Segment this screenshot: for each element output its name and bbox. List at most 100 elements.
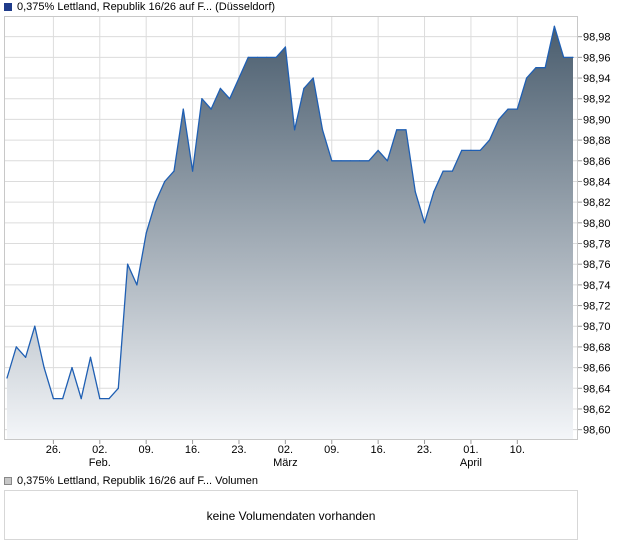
price-data-point — [553, 25, 556, 27]
price-data-point — [544, 67, 546, 69]
x-tick-label: 23. — [417, 444, 432, 456]
price-area-fill — [7, 26, 573, 441]
price-data-point — [80, 398, 82, 400]
x-tick-label: 23. — [231, 444, 246, 456]
price-data-point — [414, 191, 416, 193]
price-data-point — [423, 222, 426, 224]
price-data-point — [516, 108, 518, 110]
price-data-point — [451, 170, 453, 172]
price-data-point — [284, 46, 286, 48]
price-data-point — [219, 87, 221, 89]
y-tick-label: 98,82 — [583, 197, 611, 209]
y-tick-label: 98,88 — [583, 135, 611, 147]
price-data-point — [210, 108, 212, 110]
price-data-point — [34, 325, 36, 327]
price-data-point — [572, 56, 574, 59]
price-data-point — [405, 129, 407, 131]
price-data-point — [238, 77, 240, 79]
volume-legend-label: 0,375% Lettland, Republik 16/26 auf F...… — [17, 475, 258, 487]
x-tick-label: 16. — [370, 444, 385, 456]
price-data-point — [15, 346, 17, 348]
price-data-point — [192, 170, 194, 172]
price-legend: 0,375% Lettland, Republik 16/26 auf F...… — [4, 0, 275, 14]
price-data-point — [359, 160, 361, 162]
price-data-point — [488, 139, 491, 141]
y-tick-label: 98,72 — [583, 301, 611, 313]
chart-frame — [4, 16, 578, 440]
price-data-point — [25, 356, 27, 358]
y-axis-ticks: 98,98 98,96 98,94 98,92 98,90 98,88 98,86 98,84… — [578, 32, 611, 437]
price-data-point — [256, 56, 259, 59]
price-data-point — [62, 398, 64, 400]
price-data-point — [377, 149, 379, 151]
price-data-point — [71, 367, 73, 369]
price-data-point — [433, 191, 435, 193]
y-tick-label: 98,96 — [583, 52, 611, 64]
x-tick-label: 10. — [510, 444, 525, 456]
price-data-point — [461, 149, 463, 151]
price-legend-label: 0,375% Lettland, Republik 16/26 auf F...… — [17, 1, 276, 13]
price-chart: 98,98 98,96 98,94 98,92 98,90 98,88 98,86 98,84… — [4, 16, 611, 469]
volume-panel: keine Volumendaten vorhanden — [4, 490, 578, 540]
x-tick-label: 26. — [46, 444, 61, 456]
x-tick-label: 09. — [324, 444, 339, 456]
y-tick-label: 98,86 — [583, 156, 611, 168]
price-data-point — [526, 77, 528, 79]
price-data-point — [164, 180, 166, 183]
y-tick-label: 98,78 — [583, 239, 611, 251]
price-data-point — [6, 377, 8, 379]
price-legend-swatch — [4, 3, 12, 11]
price-data-point — [173, 170, 175, 172]
price-data-point — [470, 149, 472, 151]
price-data-point — [442, 170, 444, 172]
price-data-point — [535, 67, 537, 69]
x-tick-label: 01. — [463, 444, 478, 456]
price-data-point — [43, 367, 45, 369]
y-tick-label: 98,62 — [583, 404, 611, 416]
y-tick-label: 98,66 — [583, 363, 611, 375]
price-data-point — [136, 284, 138, 286]
volume-empty-message: keine Volumendaten vorhanden — [206, 509, 376, 523]
price-data-point — [229, 98, 231, 100]
price-data-point — [182, 108, 184, 110]
price-data-point — [275, 56, 277, 59]
price-data-point — [312, 77, 314, 79]
x-tick-label: 09. — [139, 444, 154, 456]
x-tick-label: 02. — [278, 444, 293, 456]
price-data-point — [145, 232, 147, 234]
y-tick-label: 98,80 — [583, 218, 611, 230]
x-tick-month-label: Feb. — [89, 457, 111, 469]
y-tick-label: 98,70 — [583, 321, 611, 333]
x-tick-label: 16. — [185, 444, 200, 456]
price-data-point — [396, 129, 398, 131]
y-tick-label: 98,92 — [583, 94, 611, 106]
price-data-point — [266, 56, 268, 59]
chart-area-layer — [6, 25, 574, 441]
y-tick-label: 98,90 — [583, 114, 611, 126]
price-data-point — [52, 398, 55, 400]
price-data-point — [386, 160, 388, 162]
x-tick-month-label: April — [460, 457, 482, 469]
price-data-point — [247, 56, 249, 59]
price-data-point — [99, 398, 101, 400]
price-data-point — [340, 160, 342, 162]
price-data-point — [294, 129, 296, 131]
x-tick-label: 02. — [92, 444, 107, 456]
price-data-point — [89, 356, 92, 358]
price-data-point — [303, 87, 305, 89]
price-data-point — [117, 387, 119, 389]
y-tick-label: 98,84 — [583, 176, 611, 188]
price-data-point — [201, 98, 203, 100]
volume-legend: 0,375% Lettland, Republik 16/26 auf F...… — [4, 474, 258, 488]
y-tick-label: 98,98 — [583, 32, 611, 44]
plot-border — [4, 16, 578, 440]
y-tick-label: 98,68 — [583, 342, 611, 354]
price-data-point — [368, 160, 370, 162]
price-data-point — [479, 149, 481, 151]
price-data-point — [563, 56, 565, 59]
y-tick-label: 98,74 — [583, 280, 611, 292]
price-series-line — [6, 25, 573, 400]
volume-legend-swatch — [4, 477, 12, 485]
price-data-point — [349, 160, 351, 162]
